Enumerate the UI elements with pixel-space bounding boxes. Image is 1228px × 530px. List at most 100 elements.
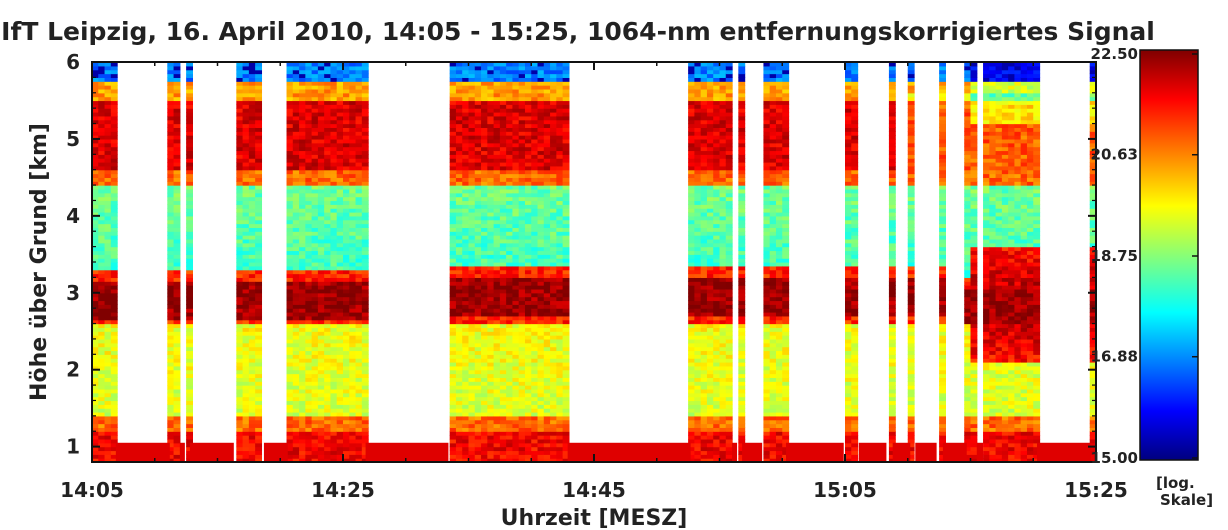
heatmap-cell	[474, 146, 482, 152]
heatmap-cell	[186, 238, 193, 244]
heatmap-cell	[248, 138, 256, 144]
heatmap-cell	[550, 377, 557, 382]
heatmap-cell	[462, 200, 470, 205]
heatmap-cell	[324, 377, 332, 382]
heatmap-cell	[537, 327, 545, 332]
heatmap-cell	[317, 250, 325, 255]
heatmap-cell	[104, 173, 112, 178]
heatmap-cell	[474, 212, 482, 217]
heatmap-cell	[343, 296, 350, 302]
heatmap-cell	[299, 285, 306, 290]
heatmap-cell	[713, 292, 721, 298]
heatmap-cell	[186, 158, 193, 163]
heatmap-cell	[688, 419, 695, 425]
heatmap-cell	[324, 312, 332, 317]
heatmap-cell	[493, 388, 501, 394]
heatmap-cell	[713, 435, 721, 440]
heatmap-cell	[236, 146, 244, 152]
heatmap-cell	[305, 285, 313, 290]
heatmap-cell	[487, 138, 495, 144]
heatmap-cell	[455, 315, 463, 321]
heatmap-cell	[481, 458, 488, 463]
heatmap-cell	[512, 142, 520, 148]
heatmap-cell	[556, 62, 564, 67]
heatmap-cell	[324, 327, 332, 332]
heatmap-cell	[493, 442, 501, 448]
heatmap-cell	[713, 108, 721, 113]
heatmap-cell	[98, 265, 106, 271]
heatmap-cell	[706, 69, 714, 75]
heatmap-cell	[110, 373, 118, 378]
heatmap-cell	[537, 277, 545, 282]
heatmap-cell	[110, 96, 118, 102]
heatmap-cell	[186, 442, 193, 448]
heatmap-cell	[455, 250, 463, 255]
heatmap-cell	[104, 158, 112, 163]
heatmap-cell	[104, 442, 112, 448]
heatmap-cell	[562, 265, 570, 271]
heatmap-cell	[455, 127, 463, 132]
heatmap-cell	[324, 277, 332, 282]
heatmap-cell	[324, 135, 332, 140]
heatmap-cell	[98, 165, 106, 171]
heatmap-cell	[292, 458, 300, 463]
heatmap-cell	[481, 88, 488, 94]
heatmap-cell	[255, 81, 263, 86]
heatmap-cell	[556, 85, 564, 90]
heatmap-cell	[324, 331, 332, 336]
heatmap-cell	[550, 404, 557, 409]
heatmap-cell	[543, 381, 551, 386]
heatmap-cell	[98, 285, 106, 290]
heatmap-cell	[462, 185, 470, 190]
heatmap-cell	[531, 438, 539, 444]
heatmap-cell	[531, 223, 539, 228]
heatmap-cell	[324, 423, 332, 428]
heatmap-cell	[311, 354, 319, 359]
heatmap-cell	[455, 292, 463, 298]
heatmap-cell	[255, 177, 263, 182]
heatmap-cell	[324, 362, 332, 367]
heatmap-cell	[518, 115, 526, 121]
heatmap-cell	[694, 312, 702, 317]
heatmap-cell	[512, 81, 520, 86]
heatmap-cell	[242, 454, 250, 459]
heatmap-cell	[104, 346, 112, 352]
heatmap-cell	[292, 181, 300, 186]
heatmap-cell	[512, 362, 520, 367]
heatmap-cell	[537, 458, 545, 463]
heatmap-cell	[98, 269, 106, 275]
heatmap-cell	[474, 365, 482, 371]
heatmap-cell	[543, 262, 551, 267]
heatmap-cell	[248, 431, 256, 436]
heatmap-cell	[236, 227, 244, 232]
heatmap-cell	[487, 312, 495, 317]
heatmap-cell	[455, 346, 463, 352]
heatmap-cell	[349, 262, 357, 267]
heatmap-cell	[449, 127, 457, 132]
heatmap-cell	[361, 250, 369, 255]
heatmap-cell	[512, 138, 520, 144]
heatmap-cell	[110, 458, 118, 463]
heatmap-cell	[173, 150, 181, 155]
heatmap-cell	[98, 273, 106, 278]
heatmap-cell	[713, 208, 721, 213]
heatmap-cell	[700, 69, 708, 75]
heatmap-cell	[543, 235, 551, 240]
heatmap-cell	[173, 288, 181, 294]
heatmap-cell	[506, 408, 514, 413]
heatmap-cell	[481, 235, 488, 240]
heatmap-cell	[481, 181, 488, 186]
heatmap-cell	[324, 265, 332, 271]
heatmap-cell	[706, 235, 714, 240]
heatmap-cell	[518, 292, 526, 298]
heatmap-cell	[481, 292, 488, 298]
heatmap-cell	[324, 238, 332, 244]
heatmap-cell	[556, 381, 564, 386]
heatmap-cell	[713, 442, 721, 448]
heatmap-cell	[506, 296, 514, 302]
heatmap-cell	[449, 123, 457, 128]
heatmap-cell	[474, 423, 482, 428]
heatmap-cell	[242, 331, 250, 336]
heatmap-cell	[292, 327, 300, 332]
heatmap-cell	[506, 212, 514, 217]
